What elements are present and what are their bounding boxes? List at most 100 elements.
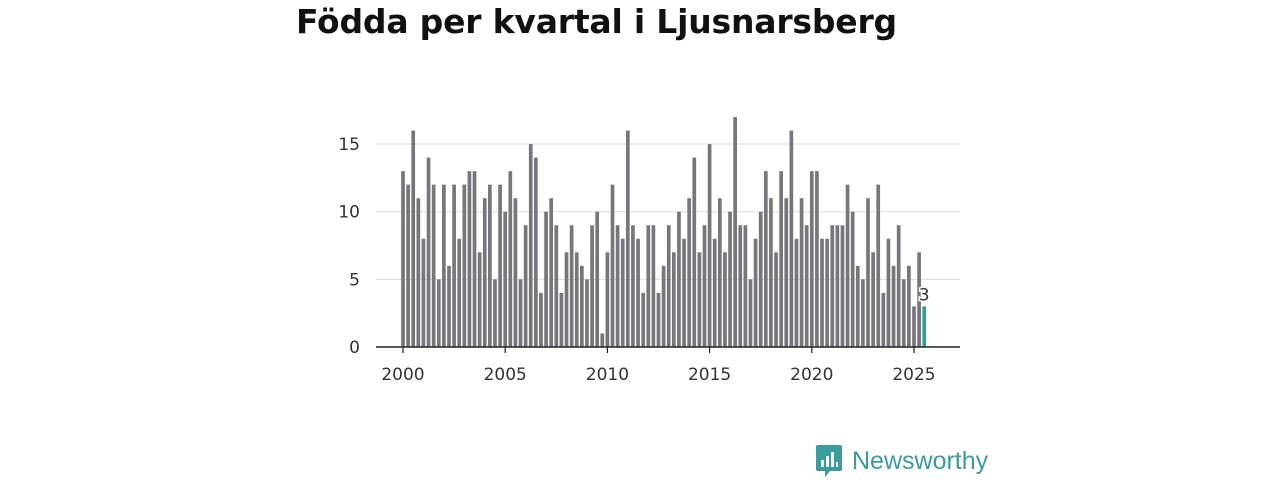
bar [508,171,513,347]
bar [743,225,748,347]
bar [651,225,656,347]
bar [605,252,610,347]
bar [682,238,686,347]
bar [871,252,875,347]
bar [421,238,426,347]
bar [569,225,574,347]
bar [401,171,405,347]
bar [748,279,753,347]
bar [462,184,467,347]
bar [600,333,605,347]
bar [835,225,840,347]
bar [416,198,421,347]
bar [513,198,518,347]
y-tick-label: 10 [338,203,360,223]
y-tick-label: 0 [349,338,360,358]
bar [815,171,819,347]
bar [799,198,804,347]
bar [891,265,896,347]
bar [881,292,886,347]
bar [426,157,431,347]
bar [554,225,559,347]
x-tick-label: 2000 [381,365,424,385]
bar [406,184,410,347]
bar [467,171,472,347]
bar [671,252,676,347]
chart-title: Födda per kvartal i Ljusnarsberg [296,2,897,41]
bar [728,211,732,347]
bar [702,225,707,347]
bar [518,279,523,347]
bar [646,225,651,347]
bar [712,238,717,347]
bar [564,252,569,347]
bar [804,225,809,347]
bar [850,211,855,347]
bar [493,279,497,347]
bar [912,306,916,347]
bar [580,265,584,347]
bar [661,265,666,347]
bar [625,130,630,347]
bar [753,238,758,347]
bar [610,184,615,347]
bar [452,184,456,347]
bar [830,225,835,347]
bar [763,171,768,347]
bar [636,238,640,347]
bar [574,252,579,347]
bar [840,225,845,347]
newsworthy-logo-text: Newsworthy [852,446,989,475]
bar [488,184,492,347]
bar [809,171,814,347]
bar [631,225,635,347]
bar [411,130,416,347]
x-tick-label: 2020 [790,365,833,385]
bar [917,252,921,347]
x-tick-label: 2025 [892,365,935,385]
bar [477,252,482,347]
bar [784,198,789,347]
bar [544,211,548,347]
bar [922,306,927,347]
highlight-data-label: 3 [919,285,930,305]
bar [523,225,528,347]
bar [779,171,783,347]
bar [855,265,860,347]
x-tick-label: 2015 [688,365,731,385]
bar [585,279,589,347]
bar [436,279,441,347]
bar [794,238,799,347]
bar [431,184,436,347]
bar [774,252,778,347]
bar [866,198,870,347]
bar [738,225,743,347]
bar [615,225,620,347]
bar [789,130,794,347]
bar [447,265,451,347]
bar [666,225,671,347]
bar [482,198,487,347]
bar [901,279,906,347]
bar [641,292,646,347]
bar [758,211,763,347]
bar [697,252,702,347]
bar [590,225,594,347]
newsworthy-logo-icon [816,445,842,477]
bar [687,198,692,347]
bar [692,157,697,347]
bar [472,171,477,347]
bar [717,198,722,347]
y-tick-label: 5 [349,270,360,290]
bar [907,265,911,347]
bar [861,279,865,347]
bar [825,238,829,347]
bar [595,211,600,347]
newsworthy-logo: Newsworthy [815,444,988,478]
bar [559,292,564,347]
bar [457,238,462,347]
bar [769,198,773,347]
bar [539,292,543,347]
bar [656,292,661,347]
